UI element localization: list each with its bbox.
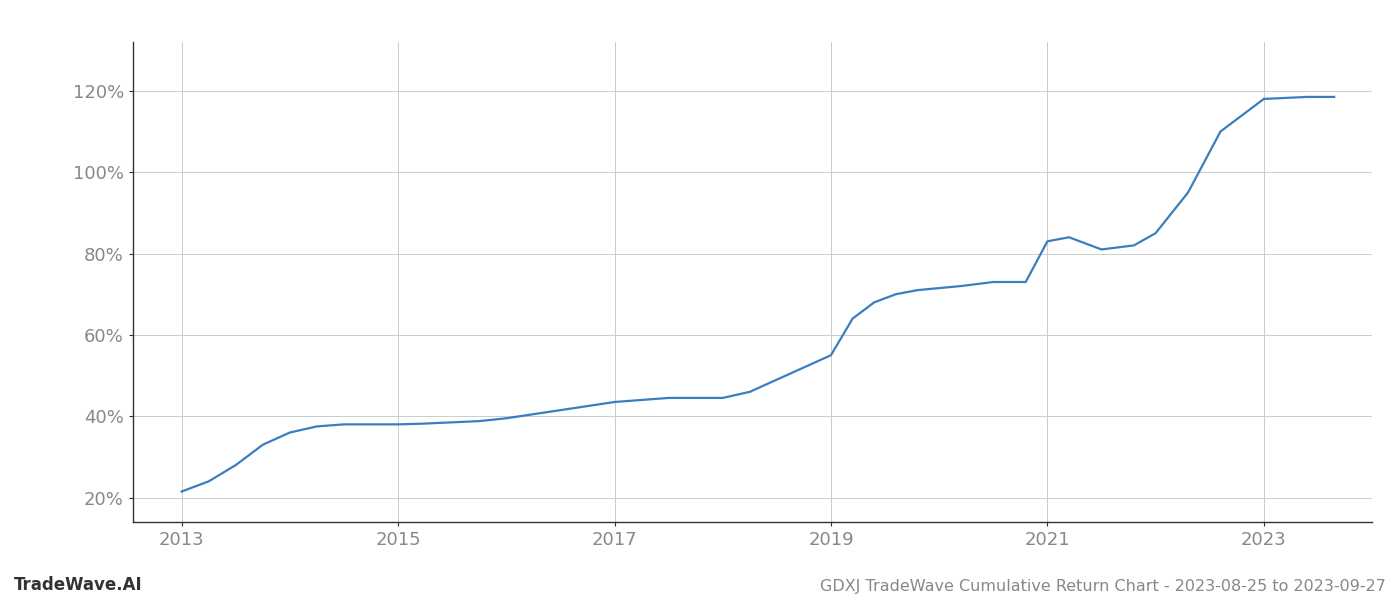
Text: TradeWave.AI: TradeWave.AI bbox=[14, 576, 143, 594]
Text: GDXJ TradeWave Cumulative Return Chart - 2023-08-25 to 2023-09-27: GDXJ TradeWave Cumulative Return Chart -… bbox=[820, 579, 1386, 594]
